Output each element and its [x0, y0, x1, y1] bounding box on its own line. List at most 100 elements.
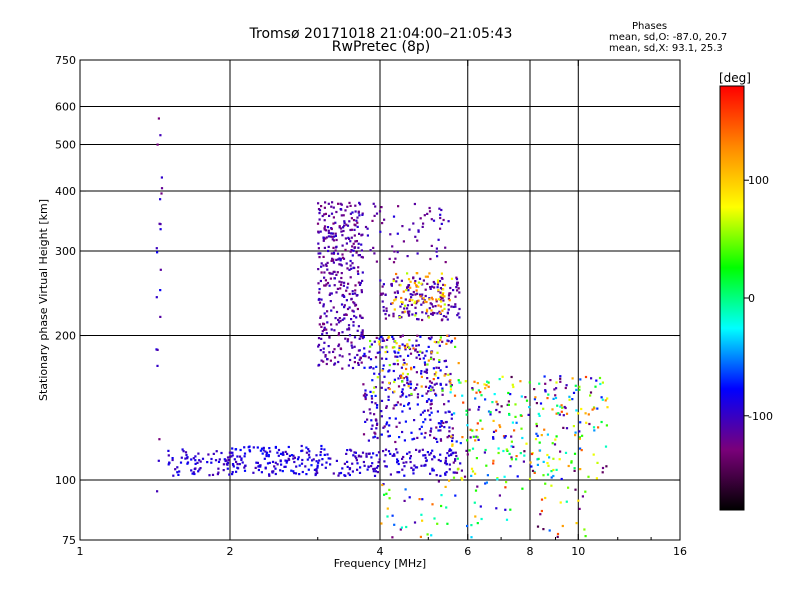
data-point: [414, 280, 417, 283]
data-point: [350, 236, 353, 239]
data-point: [252, 446, 255, 449]
data-point: [277, 448, 281, 452]
data-point: [551, 408, 554, 411]
data-point: [292, 457, 295, 460]
data-point: [307, 453, 311, 456]
chart-subtitle: RwPretec (8p): [331, 39, 431, 55]
data-point: [409, 293, 412, 296]
data-point: [341, 244, 344, 247]
data-point: [439, 474, 442, 477]
data-point: [387, 395, 390, 398]
data-point: [197, 452, 200, 455]
data-point: [233, 458, 236, 461]
data-point: [159, 134, 162, 137]
data-point: [331, 259, 334, 262]
data-point: [430, 381, 433, 384]
data-point: [454, 458, 457, 461]
data-point: [409, 286, 412, 289]
data-point: [424, 363, 427, 366]
data-point: [401, 392, 405, 395]
data-point: [570, 460, 573, 463]
data-point: [392, 279, 395, 282]
data-point: [360, 243, 363, 246]
data-point: [417, 299, 420, 302]
data-point: [373, 340, 376, 343]
data-point: [399, 305, 402, 308]
data-point: [446, 334, 449, 337]
data-point: [420, 432, 423, 435]
data-point: [437, 298, 441, 301]
data-point: [264, 450, 267, 453]
data-point: [550, 484, 553, 487]
data-point: [461, 478, 464, 481]
data-point: [559, 501, 562, 504]
data-point: [402, 240, 405, 243]
data-point: [453, 394, 457, 397]
data-point: [441, 293, 444, 296]
data-point: [348, 292, 351, 296]
data-point: [269, 450, 272, 453]
data-point: [319, 453, 322, 457]
data-point: [417, 229, 420, 232]
data-point: [290, 454, 294, 457]
data-point: [456, 289, 459, 292]
data-point: [322, 236, 325, 239]
data-point: [466, 424, 469, 427]
data-point: [497, 447, 500, 450]
data-point: [394, 440, 397, 444]
data-point: [222, 469, 225, 472]
data-point: [320, 325, 323, 328]
data-point: [325, 328, 328, 331]
data-point: [417, 344, 420, 347]
data-point: [397, 351, 400, 354]
data-point: [396, 401, 399, 404]
data-point: [371, 219, 374, 222]
data-point: [280, 463, 283, 466]
data-point: [364, 355, 367, 358]
data-point: [343, 221, 346, 224]
data-point: [572, 391, 576, 394]
data-point: [430, 388, 433, 391]
data-point: [416, 436, 419, 439]
data-point: [380, 206, 383, 209]
data-point: [439, 438, 442, 441]
data-point: [339, 259, 342, 262]
data-point: [555, 468, 558, 471]
data-point: [317, 242, 320, 245]
data-point: [372, 367, 375, 370]
data-point: [159, 198, 162, 201]
data-point: [403, 474, 406, 477]
data-point: [358, 283, 362, 286]
data-point: [427, 316, 430, 319]
data-point: [408, 407, 411, 410]
data-point: [505, 448, 508, 451]
data-point: [329, 292, 332, 295]
data-point: [317, 282, 320, 285]
data-point: [340, 230, 343, 233]
data-point: [341, 234, 344, 237]
data-point: [159, 268, 162, 271]
data-point: [317, 461, 320, 464]
data-point: [290, 469, 293, 472]
data-point: [416, 252, 419, 255]
data-point: [393, 299, 396, 302]
data-point: [387, 336, 390, 339]
data-point: [352, 249, 355, 252]
data-point: [256, 446, 259, 449]
data-point: [416, 334, 419, 337]
data-point: [536, 463, 539, 466]
data-point: [377, 461, 380, 464]
data-point: [543, 375, 546, 378]
data-point: [358, 471, 362, 474]
data-point: [479, 505, 482, 508]
data-point: [357, 455, 360, 458]
data-point: [373, 474, 377, 477]
data-point: [386, 350, 389, 353]
data-point: [396, 461, 399, 464]
data-point: [259, 465, 262, 468]
data-point: [358, 358, 361, 361]
data-point: [455, 278, 459, 281]
data-point: [424, 418, 427, 421]
data-point: [485, 481, 488, 484]
data-point: [337, 333, 340, 337]
